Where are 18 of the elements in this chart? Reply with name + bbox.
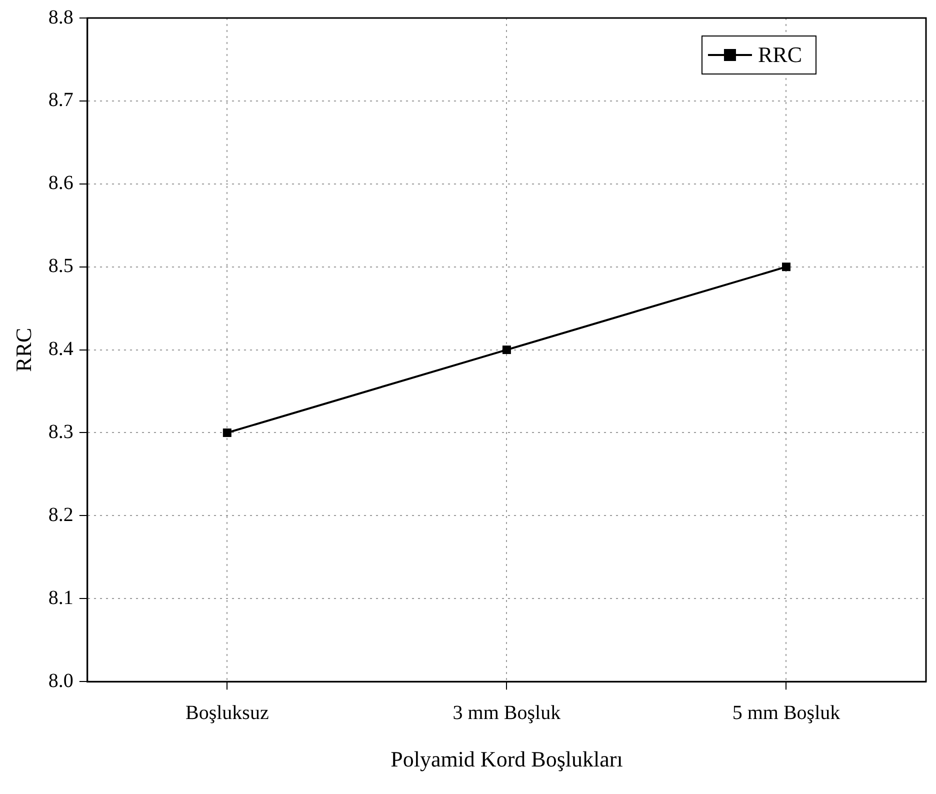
y-tick-label: 8.1 (48, 586, 74, 609)
point (222, 428, 232, 437)
legend-label: RRC (758, 42, 802, 67)
y-tick-label: 8.5 (48, 255, 74, 278)
y-tick-label: 8.4 (48, 338, 74, 360)
x-tick-label: Boşluksuz (185, 702, 269, 724)
x-tick-label: 5 mm Boşluk (732, 702, 840, 724)
y-axis-title: RRC (10, 328, 36, 372)
point (502, 346, 511, 354)
y-tick-label: 8.3 (48, 421, 74, 443)
y-tick-label: 8.0 (48, 670, 74, 692)
y-tick-label: 8.6 (48, 172, 74, 194)
y-tick-label: 8.8 (48, 6, 74, 28)
y-tick-label: 8.7 (48, 89, 74, 112)
y-tick-label: 8.2 (48, 504, 74, 526)
point (782, 262, 790, 272)
x-tick-label: 3 mm Boşluk (452, 702, 561, 724)
x-axis-title: Polyamid Kord Boşlukları (390, 746, 623, 772)
